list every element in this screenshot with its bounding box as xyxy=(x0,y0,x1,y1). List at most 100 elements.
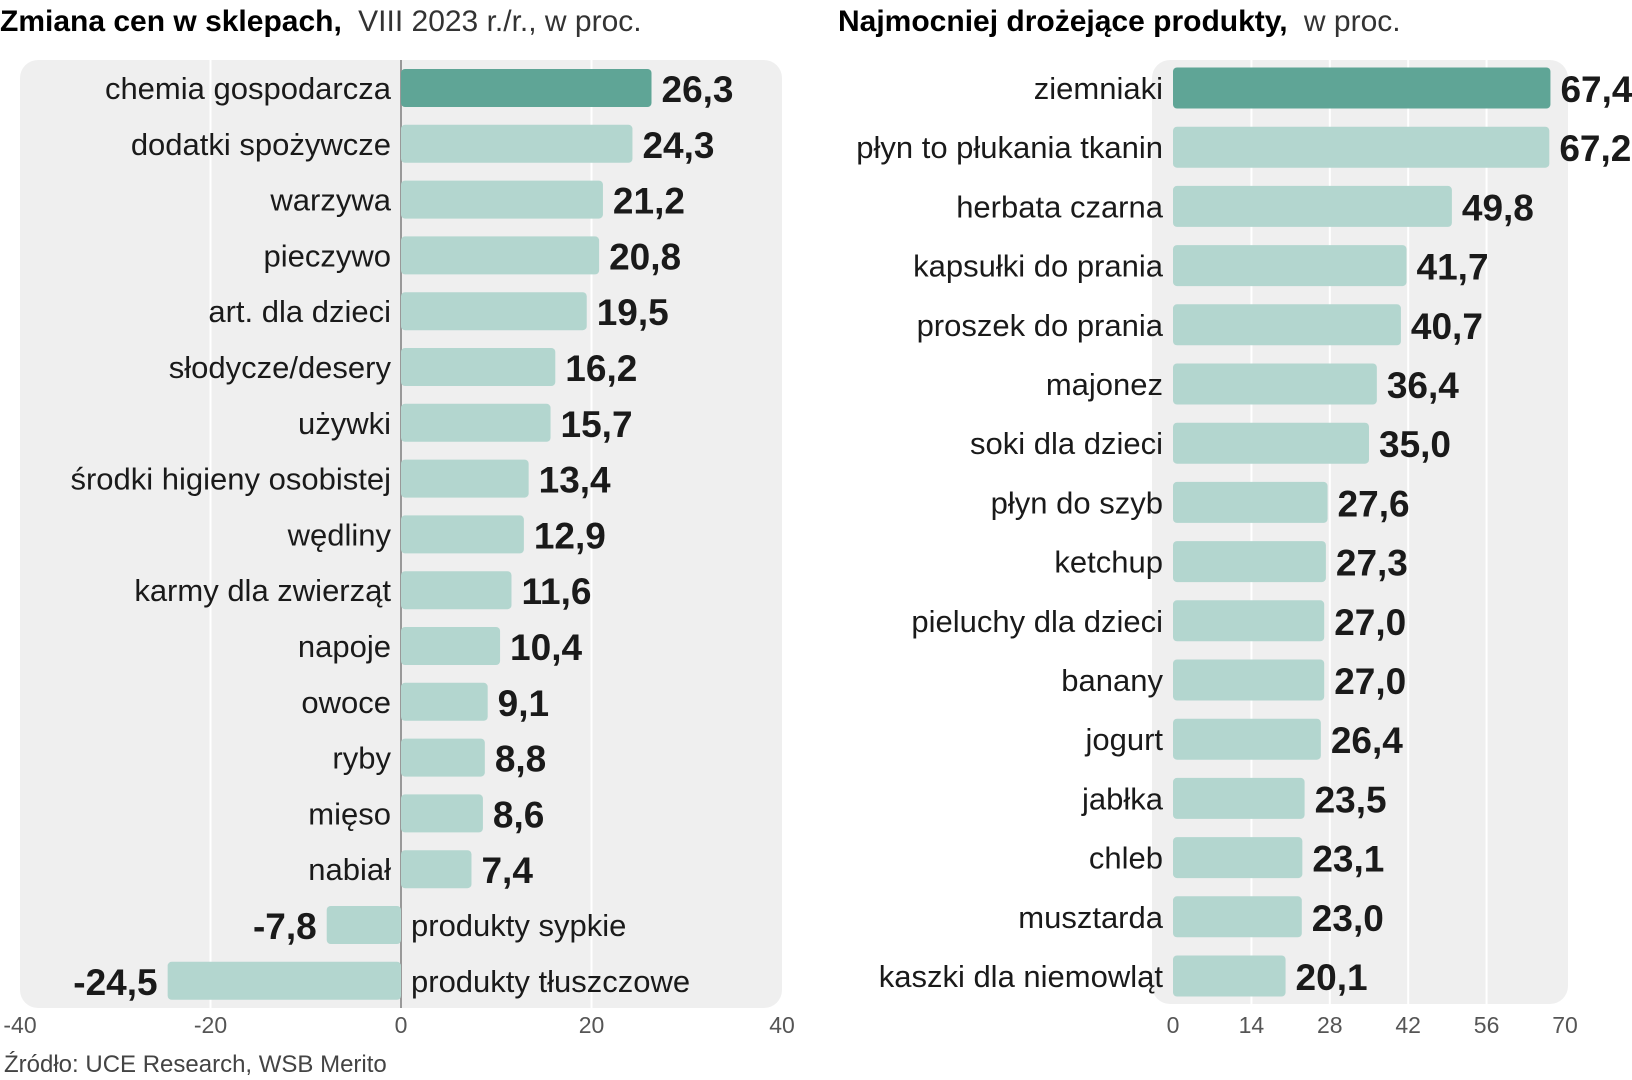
right-chart-title-line: Najmocniej drożejące produkty, w proc. xyxy=(838,5,1401,38)
left-category-label: chemia gospodarcza xyxy=(105,71,392,106)
left-category-label: mięso xyxy=(308,796,391,831)
right-x-tick-label: 56 xyxy=(1474,1012,1500,1038)
left-bar xyxy=(401,738,485,777)
left-category-label: produkty tłuszczowe xyxy=(411,964,690,999)
left-category-label: napoje xyxy=(298,629,391,664)
left-bar xyxy=(401,850,472,889)
right-value-label: 40,7 xyxy=(1411,306,1483,347)
left-bar xyxy=(401,627,501,665)
left-x-tick-label: 40 xyxy=(769,1012,795,1038)
right-value-label: 35,0 xyxy=(1379,424,1451,465)
left-category-label: produkty sypkie xyxy=(411,908,626,943)
left-value-label: 20,8 xyxy=(609,236,681,277)
left-value-label: 7,4 xyxy=(481,850,533,891)
left-bar xyxy=(401,236,600,275)
left-value-label: 8,6 xyxy=(493,794,544,835)
right-category-label: ziemniaki xyxy=(1034,71,1163,106)
right-category-label: ketchup xyxy=(1054,545,1163,580)
right-bar xyxy=(1173,185,1452,227)
right-category-label: herbata czarna xyxy=(956,189,1164,224)
right-bar xyxy=(1173,896,1302,938)
left-value-label: 16,2 xyxy=(565,348,637,389)
left-category-label: owoce xyxy=(301,685,391,720)
right-category-label: jabłka xyxy=(1081,781,1164,816)
left-chart: chemia gospodarcza 26,3 dodatki spożywcze 2… xyxy=(3,60,795,1038)
left-value-label: 13,4 xyxy=(539,460,611,501)
left-bar xyxy=(401,682,488,721)
right-bar xyxy=(1173,837,1303,879)
right-value-label: 67,2 xyxy=(1559,128,1631,169)
right-bar xyxy=(1173,955,1286,997)
left-bar xyxy=(401,180,603,219)
right-bar xyxy=(1173,245,1407,287)
right-bar xyxy=(1173,67,1551,109)
left-x-tick-label: 0 xyxy=(395,1012,408,1038)
right-chart-subtitle: w proc. xyxy=(1303,5,1401,38)
right-bar xyxy=(1173,422,1369,464)
left-chart-bars: chemia gospodarcza 26,3 dodatki spożywcze 2… xyxy=(70,69,734,1003)
left-category-label: dodatki spożywcze xyxy=(131,127,391,162)
left-bar xyxy=(401,515,524,554)
left-value-label: 21,2 xyxy=(613,181,685,222)
left-bar xyxy=(401,69,652,107)
left-category-label: wędliny xyxy=(287,517,392,552)
right-category-label: soki dla dzieci xyxy=(970,426,1163,461)
left-chart-title-line: Zmiana cen w sklepach, VIII 2023 r./r., … xyxy=(0,5,642,38)
right-x-tick-label: 28 xyxy=(1317,1012,1343,1038)
left-value-label: 24,3 xyxy=(642,125,714,166)
left-category-label: karmy dla zwierząt xyxy=(134,573,391,608)
right-category-label: chleb xyxy=(1089,841,1163,876)
left-x-tick-label: 20 xyxy=(579,1012,605,1038)
left-bar xyxy=(167,961,401,1000)
left-value-label: 8,8 xyxy=(495,739,546,780)
right-value-label: 27,6 xyxy=(1338,483,1410,524)
left-category-label: art. dla dzieci xyxy=(208,294,391,329)
left-value-label: 26,3 xyxy=(662,69,734,110)
right-chart-x-axis: 0 14 28 42 56 70 xyxy=(1167,1012,1578,1038)
right-x-tick-label: 42 xyxy=(1395,1012,1421,1038)
right-category-label: majonez xyxy=(1046,367,1163,402)
right-bar xyxy=(1173,659,1325,701)
right-bar xyxy=(1173,777,1305,819)
source-note: Źródło: UCE Research, WSB Merito xyxy=(4,1051,387,1078)
right-bar xyxy=(1173,541,1326,583)
left-x-tick-label: -20 xyxy=(194,1012,227,1038)
left-category-label: słodycze/desery xyxy=(169,350,392,385)
right-category-label: banany xyxy=(1061,663,1163,698)
right-chart-title: Najmocniej drożejące produkty, xyxy=(838,5,1288,38)
right-category-label: płyn to płukania tkanin xyxy=(856,130,1163,165)
right-bar xyxy=(1173,600,1325,642)
left-chart-x-axis: -40 -20 0 20 40 xyxy=(3,1012,794,1038)
left-value-label: 9,1 xyxy=(498,683,549,724)
left-bar xyxy=(401,571,512,610)
right-value-label: 23,1 xyxy=(1312,839,1384,880)
left-category-label: ryby xyxy=(332,741,391,776)
left-bar xyxy=(401,124,633,163)
right-value-label: 23,5 xyxy=(1315,779,1387,820)
right-value-label: 26,4 xyxy=(1331,720,1403,761)
left-category-label: środki higieny osobistej xyxy=(70,462,391,497)
left-value-label: 19,5 xyxy=(597,292,669,333)
left-bar xyxy=(401,794,483,833)
right-category-label: proszek do prania xyxy=(917,308,1164,343)
right-category-label: jogurt xyxy=(1084,722,1163,757)
left-value-label: 10,4 xyxy=(510,627,582,668)
right-value-label: 27,0 xyxy=(1334,602,1406,643)
left-category-label: używki xyxy=(298,406,391,441)
right-bar xyxy=(1173,481,1328,523)
right-category-label: kaszki dla niemowląt xyxy=(879,959,1164,994)
right-bar xyxy=(1173,718,1321,760)
right-category-label: płyn do szyb xyxy=(991,485,1163,520)
right-x-tick-label: 14 xyxy=(1239,1012,1265,1038)
right-x-tick-label: 70 xyxy=(1552,1012,1578,1038)
left-chart-subtitle: VIII 2023 r./r., w proc. xyxy=(358,5,641,38)
right-category-label: pieluchy dla dzieci xyxy=(911,604,1163,639)
left-bar xyxy=(401,459,529,498)
right-category-label: musztarda xyxy=(1018,900,1163,935)
left-x-tick-label: -40 xyxy=(3,1012,36,1038)
right-value-label: 27,0 xyxy=(1334,661,1406,702)
left-bar xyxy=(401,403,551,442)
right-category-label: kapsułki do prania xyxy=(913,249,1164,284)
left-value-label: -24,5 xyxy=(73,962,157,1003)
